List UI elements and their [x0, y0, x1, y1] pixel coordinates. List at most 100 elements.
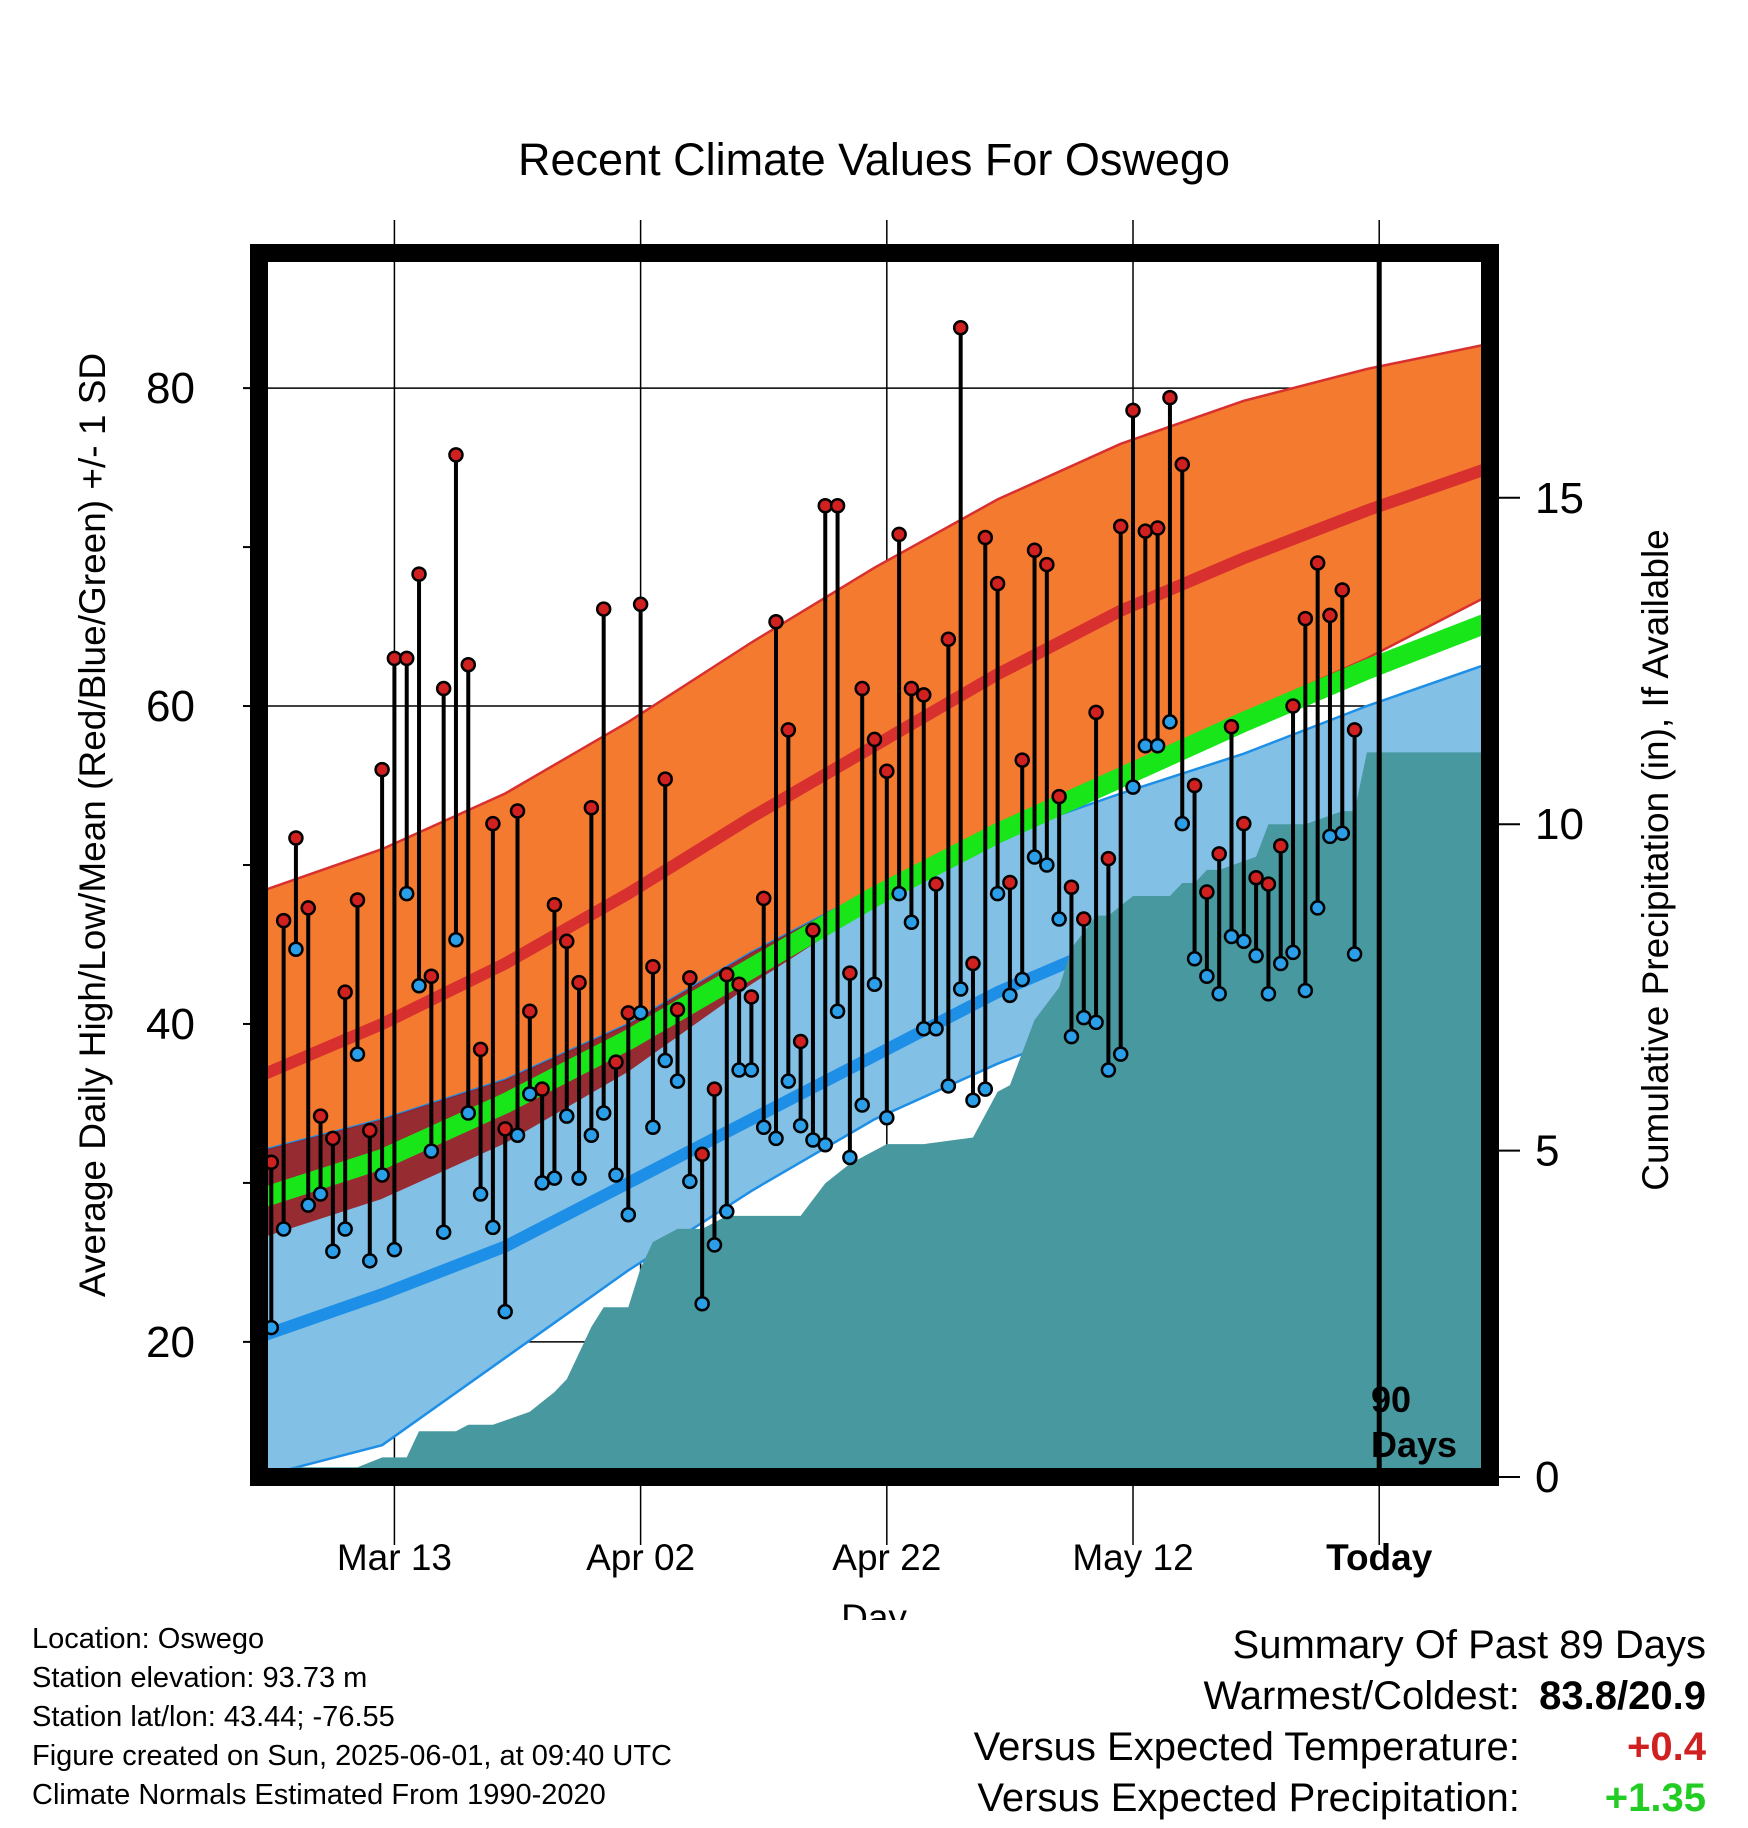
high-point: [1174, 456, 1190, 473]
high-point: [300, 900, 316, 916]
high-point: [977, 529, 994, 546]
axes: 20 40 60 80 0 5 10 15 Mar 13 Apr 02 Apr 22 May 12 To…: [146, 364, 1584, 1578]
high-point: [485, 815, 501, 832]
high-point: [1125, 402, 1141, 419]
high-point: [1186, 777, 1203, 794]
low-point: [1063, 1028, 1080, 1045]
y2-tick-label: 0: [1535, 1453, 1559, 1502]
high-point: [1334, 582, 1351, 598]
low-point: [423, 1143, 440, 1159]
y2-tick-label: 5: [1535, 1127, 1559, 1176]
high-point: [472, 1041, 489, 1058]
x-tick-label: May 12: [1072, 1537, 1193, 1578]
high-point: [952, 319, 969, 336]
low-point: [1346, 946, 1363, 962]
low-point: [731, 1062, 747, 1078]
summary-panel: Summary Of Past 89 Days Warmest/Coldest:…: [974, 1620, 1706, 1824]
high-point: [608, 1054, 624, 1070]
low-point: [288, 941, 304, 957]
daily-range-stems: [269, 327, 1357, 1328]
high-point: [965, 955, 981, 972]
low-point: [719, 1203, 735, 1220]
low-point: [1088, 1014, 1104, 1031]
climate-chart: Recent Climate Values For Oswego 90 Days…: [72, 134, 1676, 1620]
low-point: [842, 1149, 858, 1166]
low-point: [891, 885, 907, 902]
high-point: [325, 1130, 341, 1147]
low-point: [1174, 815, 1190, 832]
low-point: [792, 1117, 809, 1134]
high-point: [1223, 718, 1240, 735]
low-point: [1309, 900, 1326, 916]
low-point: [1051, 911, 1067, 927]
chart-title: Recent Climate Values For Oswego: [518, 134, 1230, 185]
high-point: [374, 761, 390, 778]
warmest-coldest-label: Warmest/Coldest:: [1203, 1674, 1520, 1718]
low-point: [509, 1127, 526, 1143]
high-point: [1026, 542, 1043, 559]
high-point: [842, 965, 858, 981]
high-point: [768, 614, 784, 630]
warmest-coldest-row: Warmest/Coldest: 83.8/20.9: [974, 1671, 1707, 1722]
high-point: [1149, 520, 1166, 536]
high-point: [1002, 874, 1018, 891]
high-point: [571, 974, 587, 991]
low-point: [694, 1295, 710, 1312]
low-point: [435, 1224, 452, 1240]
high-point: [349, 892, 366, 908]
low-point: [682, 1173, 698, 1190]
y-axis-label: Average Daily High/Low/Mean (Red/Blue/Gr…: [72, 353, 113, 1297]
low-point: [657, 1052, 673, 1069]
high-point: [1112, 518, 1129, 535]
high-point: [1088, 704, 1104, 721]
high-point: [915, 687, 932, 703]
low-point: [829, 1003, 846, 1019]
low-point: [1026, 849, 1043, 865]
high-point: [1039, 556, 1055, 573]
precip-label: Versus Expected Precipitation:: [977, 1776, 1520, 1820]
high-point: [866, 731, 883, 748]
x-tick-label: Mar 13: [337, 1537, 452, 1578]
high-point: [448, 447, 464, 463]
x-tick-label: Today: [1326, 1537, 1433, 1578]
high-point: [460, 656, 477, 673]
low-point: [743, 1062, 760, 1078]
high-point: [805, 922, 821, 938]
y-tick-label: 60: [146, 682, 195, 731]
low-point: [854, 1097, 870, 1113]
high-point: [509, 803, 526, 819]
low-point: [940, 1078, 957, 1094]
high-point: [1014, 752, 1030, 768]
low-point: [312, 1186, 329, 1202]
temp-value: +0.4: [1627, 1725, 1706, 1769]
low-point: [595, 1105, 612, 1121]
low-point: [1100, 1062, 1117, 1078]
precip-value: +1.35: [1604, 1776, 1706, 1820]
high-point: [1260, 876, 1277, 892]
high-point: [694, 1146, 710, 1163]
station-info: Location: Oswego Station elevation: 93.7…: [32, 1620, 672, 1815]
precipitation-area: [277, 752, 1490, 1477]
high-point: [1211, 846, 1227, 862]
low-point: [645, 1119, 661, 1136]
low-point: [989, 885, 1006, 902]
low-point: [374, 1167, 390, 1183]
low-point: [1322, 828, 1338, 845]
high-point: [620, 1005, 637, 1021]
high-point: [435, 680, 452, 697]
high-point: [1076, 911, 1092, 927]
high-point: [903, 680, 920, 697]
low-point: [780, 1073, 797, 1089]
low-point: [534, 1175, 550, 1191]
low-point: [952, 981, 969, 997]
high-point: [669, 1001, 686, 1018]
low-point: [755, 1119, 772, 1136]
low-point: [546, 1170, 563, 1186]
x-tick-label: Apr 22: [832, 1537, 941, 1578]
high-point: [1297, 610, 1314, 627]
plot-frame: [250, 244, 1499, 1486]
latlon-text: Station lat/lon: 43.44; -76.55: [32, 1701, 395, 1733]
high-point: [682, 970, 698, 986]
high-point: [743, 989, 760, 1005]
low-point: [485, 1219, 501, 1236]
